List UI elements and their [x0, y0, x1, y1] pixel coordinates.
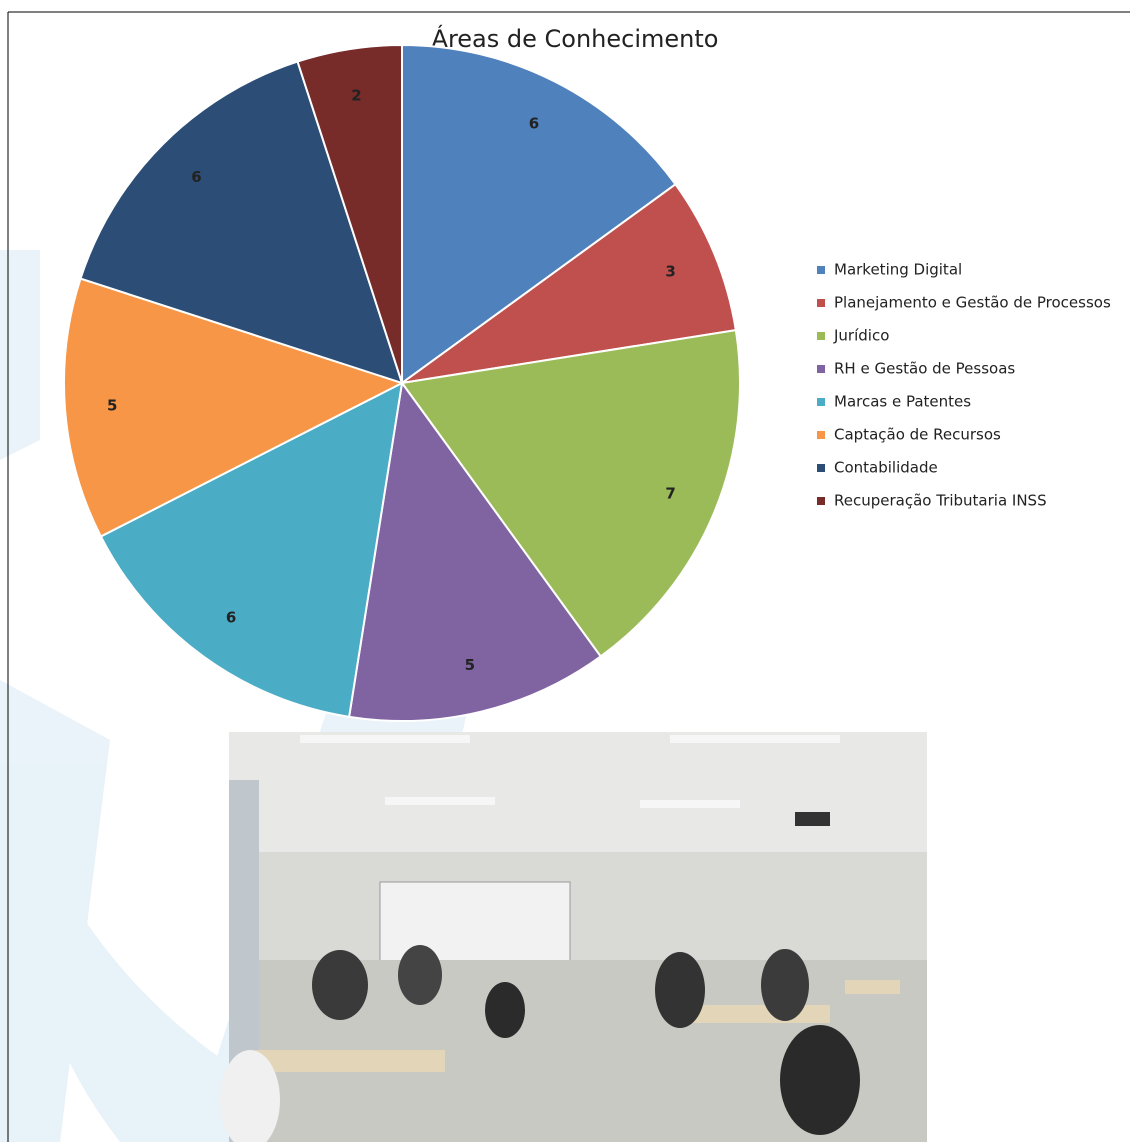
- pie-slice: [401, 43, 677, 385]
- pie-slice: [79, 60, 404, 385]
- legend-swatch: [817, 299, 825, 307]
- legend-label: Marketing Digital: [834, 261, 962, 279]
- pie-slice: [296, 43, 403, 384]
- pie: 6 3 7 5 6 5 6 2: [63, 43, 741, 722]
- data-label: 6: [226, 609, 236, 627]
- legend-label: RH e Gestão de Pessoas: [834, 360, 1015, 378]
- legend-label: Marcas e Patentes: [834, 393, 971, 411]
- legend-swatch: [817, 431, 825, 439]
- legend-swatch: [817, 497, 825, 505]
- legend-swatch: [817, 464, 825, 472]
- legend-swatch: [817, 266, 825, 274]
- pie-slice: [347, 380, 603, 722]
- pie-slice: [63, 277, 405, 538]
- legend-swatch: [817, 398, 825, 406]
- legend-label: Recuperação Tributaria INSS: [834, 492, 1047, 510]
- data-label: 5: [107, 396, 117, 414]
- pie-slice: [400, 328, 741, 658]
- legend-label: Captação de Recursos: [834, 426, 1001, 444]
- photo: [220, 732, 927, 1142]
- data-label: 2: [351, 86, 361, 104]
- data-label: 3: [665, 262, 675, 280]
- chart-title: Áreas de Conhecimento: [432, 24, 719, 53]
- data-label: 6: [191, 168, 201, 186]
- legend-swatch: [817, 365, 825, 373]
- legend-swatch: [817, 332, 825, 340]
- data-label: 7: [665, 485, 675, 503]
- data-label: 5: [465, 656, 475, 674]
- legend: Marketing Digital Planejamento e Gestão d…: [817, 261, 1111, 510]
- data-label: 6: [529, 115, 539, 133]
- legend-label: Jurídico: [833, 327, 889, 345]
- legend-label: Contabilidade: [834, 459, 938, 477]
- legend-label: Planejamento e Gestão de Processos: [834, 294, 1111, 312]
- pie-slice: [401, 182, 737, 384]
- pie-slice: [99, 381, 404, 718]
